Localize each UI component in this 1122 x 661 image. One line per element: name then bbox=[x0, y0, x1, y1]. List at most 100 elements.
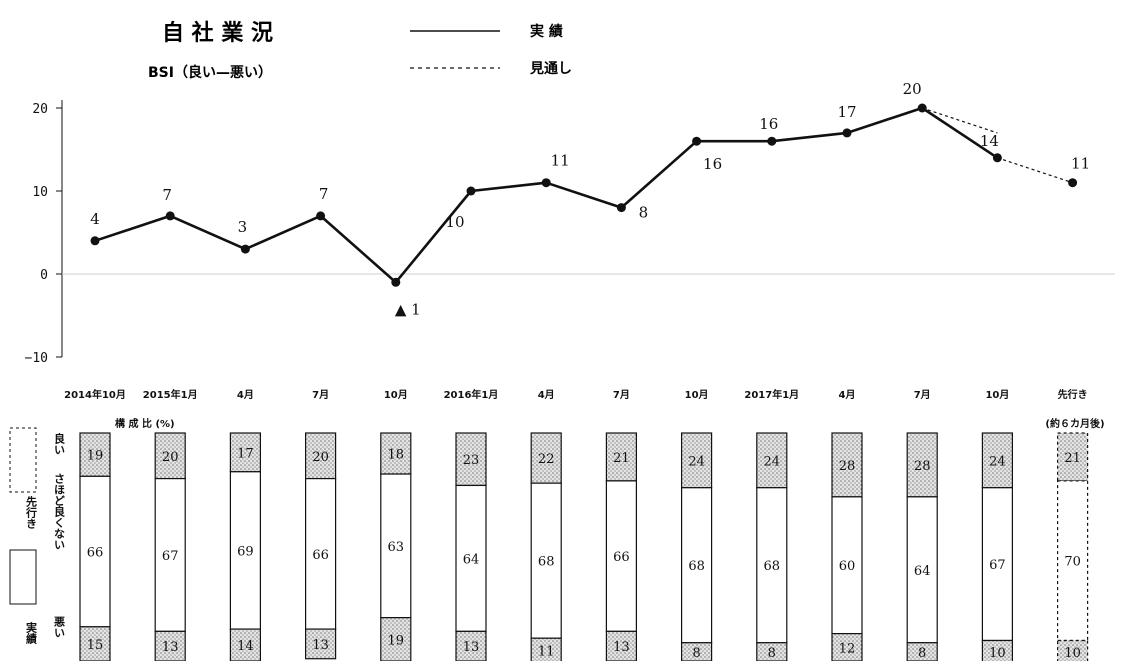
chart-title: 自 社 業 況 bbox=[162, 20, 273, 46]
forecast-swatch bbox=[9, 427, 37, 493]
bar-value-label: 13 bbox=[162, 640, 179, 655]
bar-side-legend: 先行き 実績 良い さほど良くない 悪い bbox=[9, 427, 66, 645]
bar-segment-neutral bbox=[680, 487, 713, 644]
bar-value-label: 10 bbox=[989, 646, 1006, 661]
bar-segment-neutral bbox=[455, 484, 487, 632]
bar-value-label: 68 bbox=[538, 555, 555, 570]
category-label: 10月 bbox=[985, 389, 1009, 401]
bar-value-label: 24 bbox=[764, 454, 781, 469]
category-label: 4月 bbox=[839, 389, 856, 401]
bar-value-label: 68 bbox=[764, 559, 781, 574]
bar-value-label: 13 bbox=[613, 640, 630, 655]
data-label: 10 bbox=[445, 213, 464, 231]
bar-value-label: 68 bbox=[688, 559, 705, 574]
category-label: 10月 bbox=[384, 389, 408, 401]
bar-value-label: 12 bbox=[839, 641, 856, 656]
bar-segment-bad bbox=[530, 637, 562, 661]
data-label: 4 bbox=[90, 210, 100, 228]
data-label: 8 bbox=[639, 204, 649, 222]
data-point bbox=[692, 136, 702, 146]
data-point bbox=[616, 203, 626, 213]
bar-value-label: 13 bbox=[312, 638, 329, 653]
data-point bbox=[165, 211, 175, 221]
line-series-layer: 4 7 3 7 ▲ 1 10 11 8 16 16 17 20 14 11 bbox=[90, 80, 1090, 318]
side-neutral-label: さほど良くない bbox=[53, 473, 66, 550]
bar-value-label: 24 bbox=[989, 454, 1006, 469]
bar-segment-neutral bbox=[605, 480, 638, 632]
bar-value-label: 21 bbox=[613, 451, 630, 466]
bar-value-label: 23 bbox=[463, 453, 480, 468]
actual-line bbox=[94, 106, 999, 284]
data-label: 16 bbox=[703, 155, 722, 173]
bar-segment-bad bbox=[680, 642, 713, 661]
bar-value-label: 20 bbox=[162, 450, 179, 465]
legend: 実 績 見通し bbox=[410, 23, 572, 77]
category-label: 7月 bbox=[613, 389, 630, 401]
bar-value-label: 66 bbox=[312, 548, 329, 563]
category-label: 7月 bbox=[914, 389, 931, 401]
y-tick-label: 10 bbox=[32, 185, 48, 200]
bar-segment-neutral bbox=[229, 471, 261, 630]
bar-value-label: 18 bbox=[388, 448, 405, 463]
data-point bbox=[466, 186, 476, 196]
category-label: 7月 bbox=[312, 389, 329, 401]
bar-segment-bad bbox=[756, 642, 788, 661]
bar-segment-good bbox=[756, 432, 788, 489]
data-point bbox=[842, 128, 852, 138]
bar-value-label: 8 bbox=[918, 646, 926, 661]
data-label-forecast: 11 bbox=[1071, 155, 1090, 173]
bar-value-label: 13 bbox=[463, 640, 480, 655]
bar-segment-good bbox=[455, 432, 487, 487]
legend-actual-label: 実 績 bbox=[530, 23, 563, 40]
category-label: 2015年1月 bbox=[143, 388, 198, 401]
bar-segment-good bbox=[530, 432, 562, 484]
data-label: 7 bbox=[162, 186, 172, 204]
bar-value-label: 14 bbox=[237, 639, 254, 654]
bar-segment-neutral bbox=[305, 478, 337, 630]
data-point bbox=[90, 236, 100, 246]
bar-segment-bad bbox=[906, 642, 938, 661]
category-label: 先行き bbox=[1058, 388, 1088, 401]
y-tick-label: −10 bbox=[25, 351, 48, 366]
bar-value-label: 66 bbox=[613, 550, 630, 565]
bar-value-label: 8 bbox=[768, 646, 776, 661]
data-label: 11 bbox=[551, 152, 570, 170]
bar-segment-bad bbox=[154, 630, 186, 661]
category-label: 2014年10月 bbox=[64, 388, 126, 401]
bar-value-label: 17 bbox=[237, 446, 254, 461]
bar-segment-bad bbox=[1056, 639, 1089, 661]
bar-value-label: 60 bbox=[839, 559, 856, 574]
stacked-bar-layer: 2014年10月 19 66 15 2015年1月 20 67 13 4月 17 69 14 7月 20 6… bbox=[64, 388, 1089, 661]
legend-forecast-label: 見通し bbox=[529, 61, 572, 77]
bar-value-label: 70 bbox=[1064, 555, 1081, 570]
bar-value-label: 21 bbox=[1064, 451, 1081, 466]
bar-segment-good bbox=[906, 432, 938, 498]
bar-segment-bad bbox=[981, 639, 1014, 661]
bar-segment-neutral bbox=[79, 475, 111, 628]
bar-segment-bad bbox=[455, 630, 487, 661]
bar-value-label: 64 bbox=[914, 564, 931, 579]
bar-value-label: 22 bbox=[538, 452, 555, 467]
chart-subtitle: BSI（良い—悪い） bbox=[148, 64, 272, 81]
category-label: 4月 bbox=[538, 389, 555, 401]
bar-value-label: 10 bbox=[1064, 646, 1081, 661]
bar-segment-good bbox=[831, 432, 863, 498]
data-label: 3 bbox=[238, 218, 248, 236]
bar-segment-neutral bbox=[1056, 480, 1089, 642]
data-point bbox=[316, 211, 326, 221]
bar-value-label: 8 bbox=[692, 646, 700, 661]
data-label: 16 bbox=[759, 115, 778, 133]
bar-value-label: 67 bbox=[162, 549, 179, 564]
data-point bbox=[240, 244, 250, 254]
bar-segment-good bbox=[981, 432, 1014, 489]
bar-segment-bad bbox=[229, 628, 261, 661]
y-tick-label: 20 bbox=[32, 102, 48, 117]
category-label: 2017年1月 bbox=[744, 388, 799, 401]
side-actual-label: 実績 bbox=[25, 621, 38, 645]
category-label: 10月 bbox=[685, 389, 709, 401]
category-label: 4月 bbox=[237, 389, 254, 401]
data-point bbox=[992, 153, 1002, 163]
bar-value-label: 63 bbox=[388, 540, 405, 555]
y-tick-label: 0 bbox=[40, 268, 48, 283]
